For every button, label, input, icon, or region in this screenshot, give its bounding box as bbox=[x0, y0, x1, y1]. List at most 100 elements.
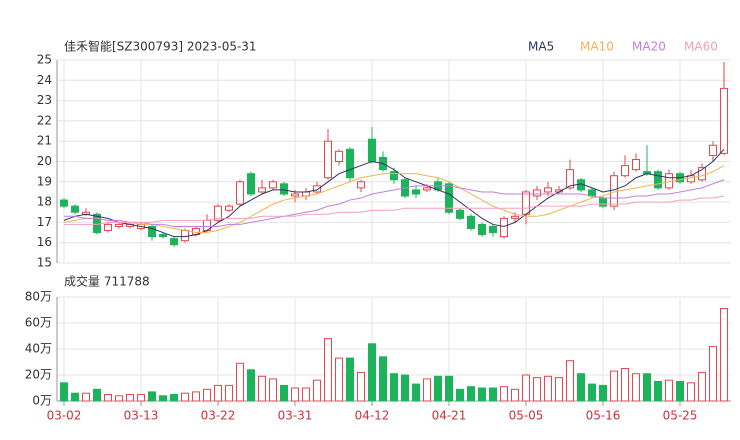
y-tick-label: 24 bbox=[37, 73, 52, 87]
y-tick-label: 22 bbox=[37, 113, 52, 127]
y-tick-label: 15 bbox=[37, 256, 52, 270]
volume-bar bbox=[720, 307, 728, 402]
y-tick-label: 21 bbox=[37, 134, 52, 148]
legend-label: MA10 bbox=[580, 40, 614, 54]
volume-bar bbox=[335, 357, 343, 402]
ma-line bbox=[64, 179, 725, 227]
candle-body bbox=[489, 225, 497, 234]
y-tick-label: 23 bbox=[37, 93, 52, 107]
candle-body bbox=[280, 183, 288, 195]
candle-body bbox=[60, 199, 68, 207]
y-tick-label: 18 bbox=[37, 195, 52, 209]
volume-bar bbox=[313, 379, 321, 402]
y-tick-label: 20 bbox=[37, 154, 52, 168]
volume-bar bbox=[654, 381, 662, 402]
volume-title: 成交量 711788 bbox=[64, 274, 150, 289]
candle-body bbox=[390, 171, 398, 181]
candle-body bbox=[566, 169, 574, 189]
candle-body bbox=[544, 187, 552, 193]
volume-bar bbox=[137, 394, 145, 402]
volume-bar bbox=[676, 381, 684, 402]
candle-body bbox=[258, 187, 266, 193]
volume-bar bbox=[511, 388, 519, 402]
candle-body bbox=[214, 205, 222, 221]
volume-bar bbox=[324, 338, 332, 402]
candle-body bbox=[720, 87, 728, 154]
volume-bar bbox=[192, 391, 200, 402]
volume-bar bbox=[82, 392, 90, 402]
volume-bar bbox=[60, 382, 68, 402]
volume-bar bbox=[346, 357, 354, 402]
volume-bar bbox=[104, 394, 112, 402]
volume-bar bbox=[698, 371, 706, 402]
volume-bar bbox=[390, 373, 398, 402]
candle-body bbox=[181, 230, 189, 242]
candle-body bbox=[324, 140, 332, 179]
candle-body bbox=[225, 205, 233, 211]
candle-body bbox=[423, 187, 431, 191]
volume-bar bbox=[236, 362, 244, 402]
volume-bar bbox=[621, 368, 629, 402]
volume-bar bbox=[368, 343, 376, 402]
y-tick-label: 60万 bbox=[25, 316, 52, 330]
volume-bar bbox=[533, 377, 541, 402]
volume-bar bbox=[71, 392, 79, 402]
x-tick-label: 03-02 bbox=[47, 409, 82, 423]
volume-bar bbox=[643, 373, 651, 402]
volume-bar bbox=[203, 388, 211, 402]
volume-bar bbox=[247, 369, 255, 402]
volume-bar bbox=[500, 386, 508, 402]
volume-bar bbox=[115, 395, 123, 402]
x-tick-label: 03-13 bbox=[124, 409, 159, 423]
volume-bar bbox=[709, 345, 717, 402]
candle-body bbox=[159, 234, 167, 238]
legend-label: MA5 bbox=[528, 40, 554, 54]
candle-body bbox=[346, 148, 354, 179]
y-tick-label: 0万 bbox=[32, 394, 52, 408]
x-tick-label: 03-31 bbox=[278, 409, 313, 423]
ma-line bbox=[63, 165, 725, 234]
volume-bar bbox=[456, 388, 464, 402]
volume-bar bbox=[93, 388, 101, 402]
volume-bar bbox=[555, 377, 563, 402]
candle-body bbox=[412, 189, 420, 195]
candle-body bbox=[610, 175, 618, 207]
candle-body bbox=[445, 183, 453, 213]
y-tick-label: 80万 bbox=[25, 290, 52, 304]
candle-body bbox=[665, 173, 673, 189]
candle-body bbox=[709, 144, 717, 156]
volume-bar bbox=[291, 387, 299, 402]
candle-body bbox=[104, 223, 112, 232]
y-tick-label: 20万 bbox=[25, 368, 52, 382]
x-tick-label: 05-16 bbox=[586, 409, 621, 423]
y-tick-label: 25 bbox=[37, 53, 52, 67]
volume-bar bbox=[181, 392, 189, 402]
candle-body bbox=[632, 158, 640, 171]
candle-body bbox=[621, 165, 629, 177]
x-tick-label: 05-05 bbox=[509, 409, 544, 423]
candle-body bbox=[698, 167, 706, 181]
x-tick-label: 03-22 bbox=[201, 409, 236, 423]
volume-bar bbox=[170, 394, 178, 402]
candle-body bbox=[599, 197, 607, 207]
y-tick-label: 19 bbox=[37, 174, 52, 188]
y-tick-label: 16 bbox=[37, 235, 52, 249]
candle-body bbox=[170, 238, 178, 246]
volume-bar bbox=[632, 373, 640, 402]
candle-body bbox=[335, 150, 343, 163]
volume-bar bbox=[214, 384, 222, 402]
volume-bar bbox=[148, 391, 156, 402]
chart-title: 佳禾智能[SZ300793] 2023-05-31 bbox=[64, 39, 257, 54]
volume-bar bbox=[126, 394, 134, 402]
x-tick-label: 05-25 bbox=[663, 409, 698, 423]
volume-bar bbox=[599, 384, 607, 402]
ma-line bbox=[63, 148, 725, 238]
candle-body bbox=[511, 215, 519, 219]
volume-bar bbox=[379, 356, 387, 402]
volume-bar bbox=[544, 375, 552, 402]
candle-body bbox=[533, 189, 541, 197]
candle-body bbox=[456, 209, 464, 219]
volume-bar bbox=[269, 378, 277, 402]
volume-bar bbox=[445, 375, 453, 402]
volume-bar bbox=[357, 371, 365, 402]
